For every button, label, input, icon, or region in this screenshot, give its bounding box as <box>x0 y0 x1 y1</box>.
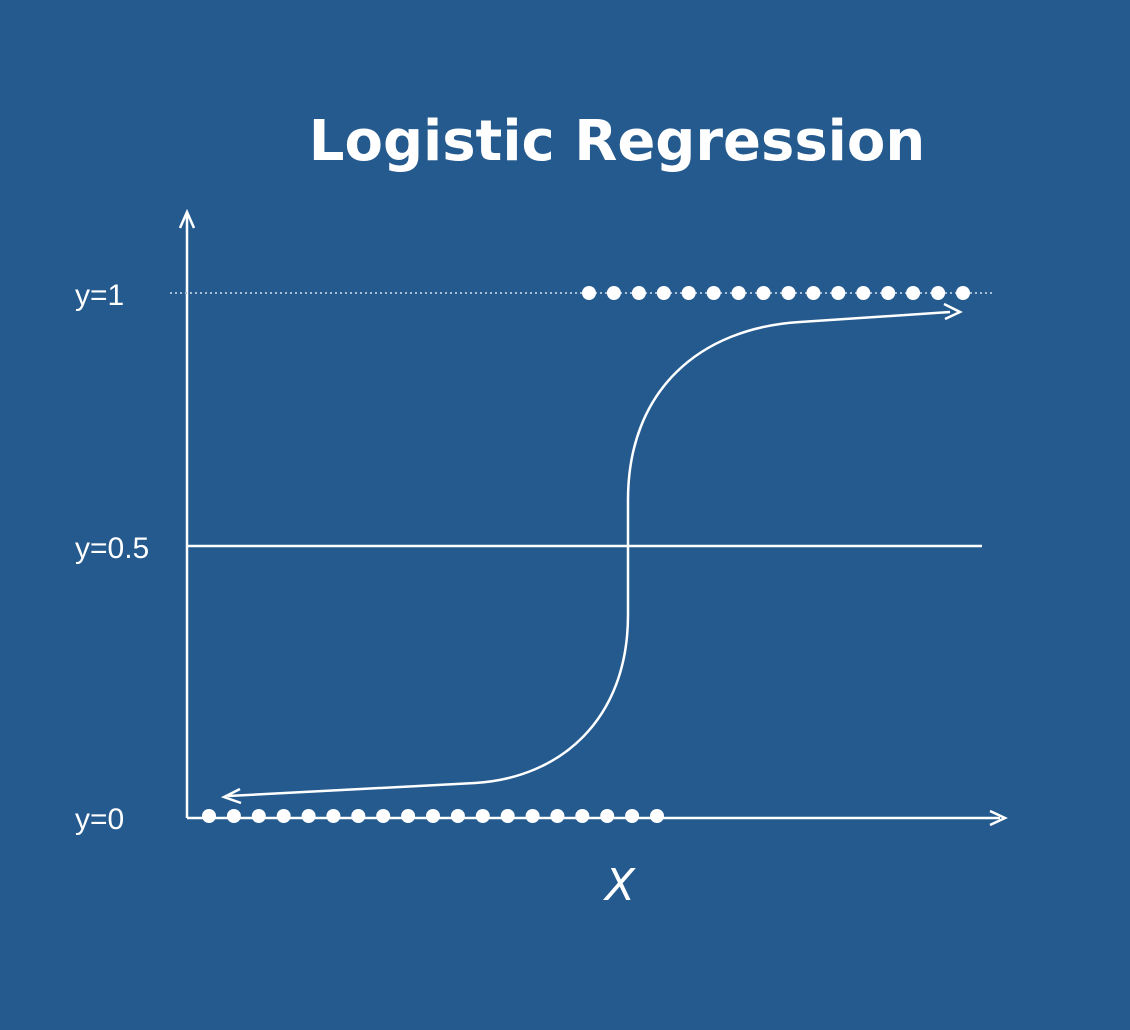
data-point-class-0 <box>226 809 241 823</box>
data-point-class-1 <box>582 286 596 300</box>
y05-label: y=0.5 <box>75 532 149 565</box>
data-point-class-1 <box>931 286 946 300</box>
data-point-class-0 <box>426 809 440 823</box>
data-point-class-0 <box>450 809 465 823</box>
data-point-class-1 <box>656 286 671 300</box>
data-point-class-0 <box>650 809 664 823</box>
data-point-class-0 <box>600 809 615 823</box>
data-point-class-0 <box>202 809 216 823</box>
points-class-1 <box>582 286 970 300</box>
data-point-class-0 <box>475 809 490 823</box>
data-point-class-0 <box>575 809 590 823</box>
data-point-class-0 <box>276 809 291 823</box>
data-point-class-1 <box>956 286 970 300</box>
data-point-class-1 <box>781 286 796 300</box>
data-point-class-0 <box>550 809 565 823</box>
data-point-class-1 <box>881 286 896 300</box>
data-point-class-1 <box>856 286 871 300</box>
y-axis-arrow <box>178 208 196 229</box>
data-point-class-1 <box>806 286 821 300</box>
data-point-class-1 <box>731 286 746 300</box>
curve-arrow-right <box>943 302 963 321</box>
data-point-class-0 <box>525 809 540 823</box>
data-point-class-1 <box>681 286 696 300</box>
data-point-class-0 <box>625 809 640 823</box>
x-axis-label: X <box>603 860 636 911</box>
data-point-class-0 <box>351 809 366 823</box>
diagram-title: Logistic Regression <box>309 109 925 174</box>
sigmoid-curve <box>227 310 951 798</box>
data-point-class-0 <box>326 809 341 823</box>
data-point-class-1 <box>606 286 621 300</box>
curve-arrow-left <box>220 787 242 805</box>
data-point-class-1 <box>906 286 921 300</box>
data-point-class-1 <box>706 286 721 300</box>
y0-label: y=0 <box>75 803 124 836</box>
data-point-class-0 <box>251 809 266 823</box>
data-point-class-0 <box>376 809 391 823</box>
y1-label: y=1 <box>75 279 124 312</box>
data-point-class-0 <box>301 809 316 823</box>
data-point-class-1 <box>831 286 846 300</box>
points-class-0 <box>202 809 664 823</box>
x-axis-arrow <box>989 809 1008 827</box>
data-point-class-1 <box>756 286 771 300</box>
data-point-class-0 <box>401 809 416 823</box>
data-point-class-0 <box>500 809 515 823</box>
data-point-class-1 <box>631 286 646 300</box>
